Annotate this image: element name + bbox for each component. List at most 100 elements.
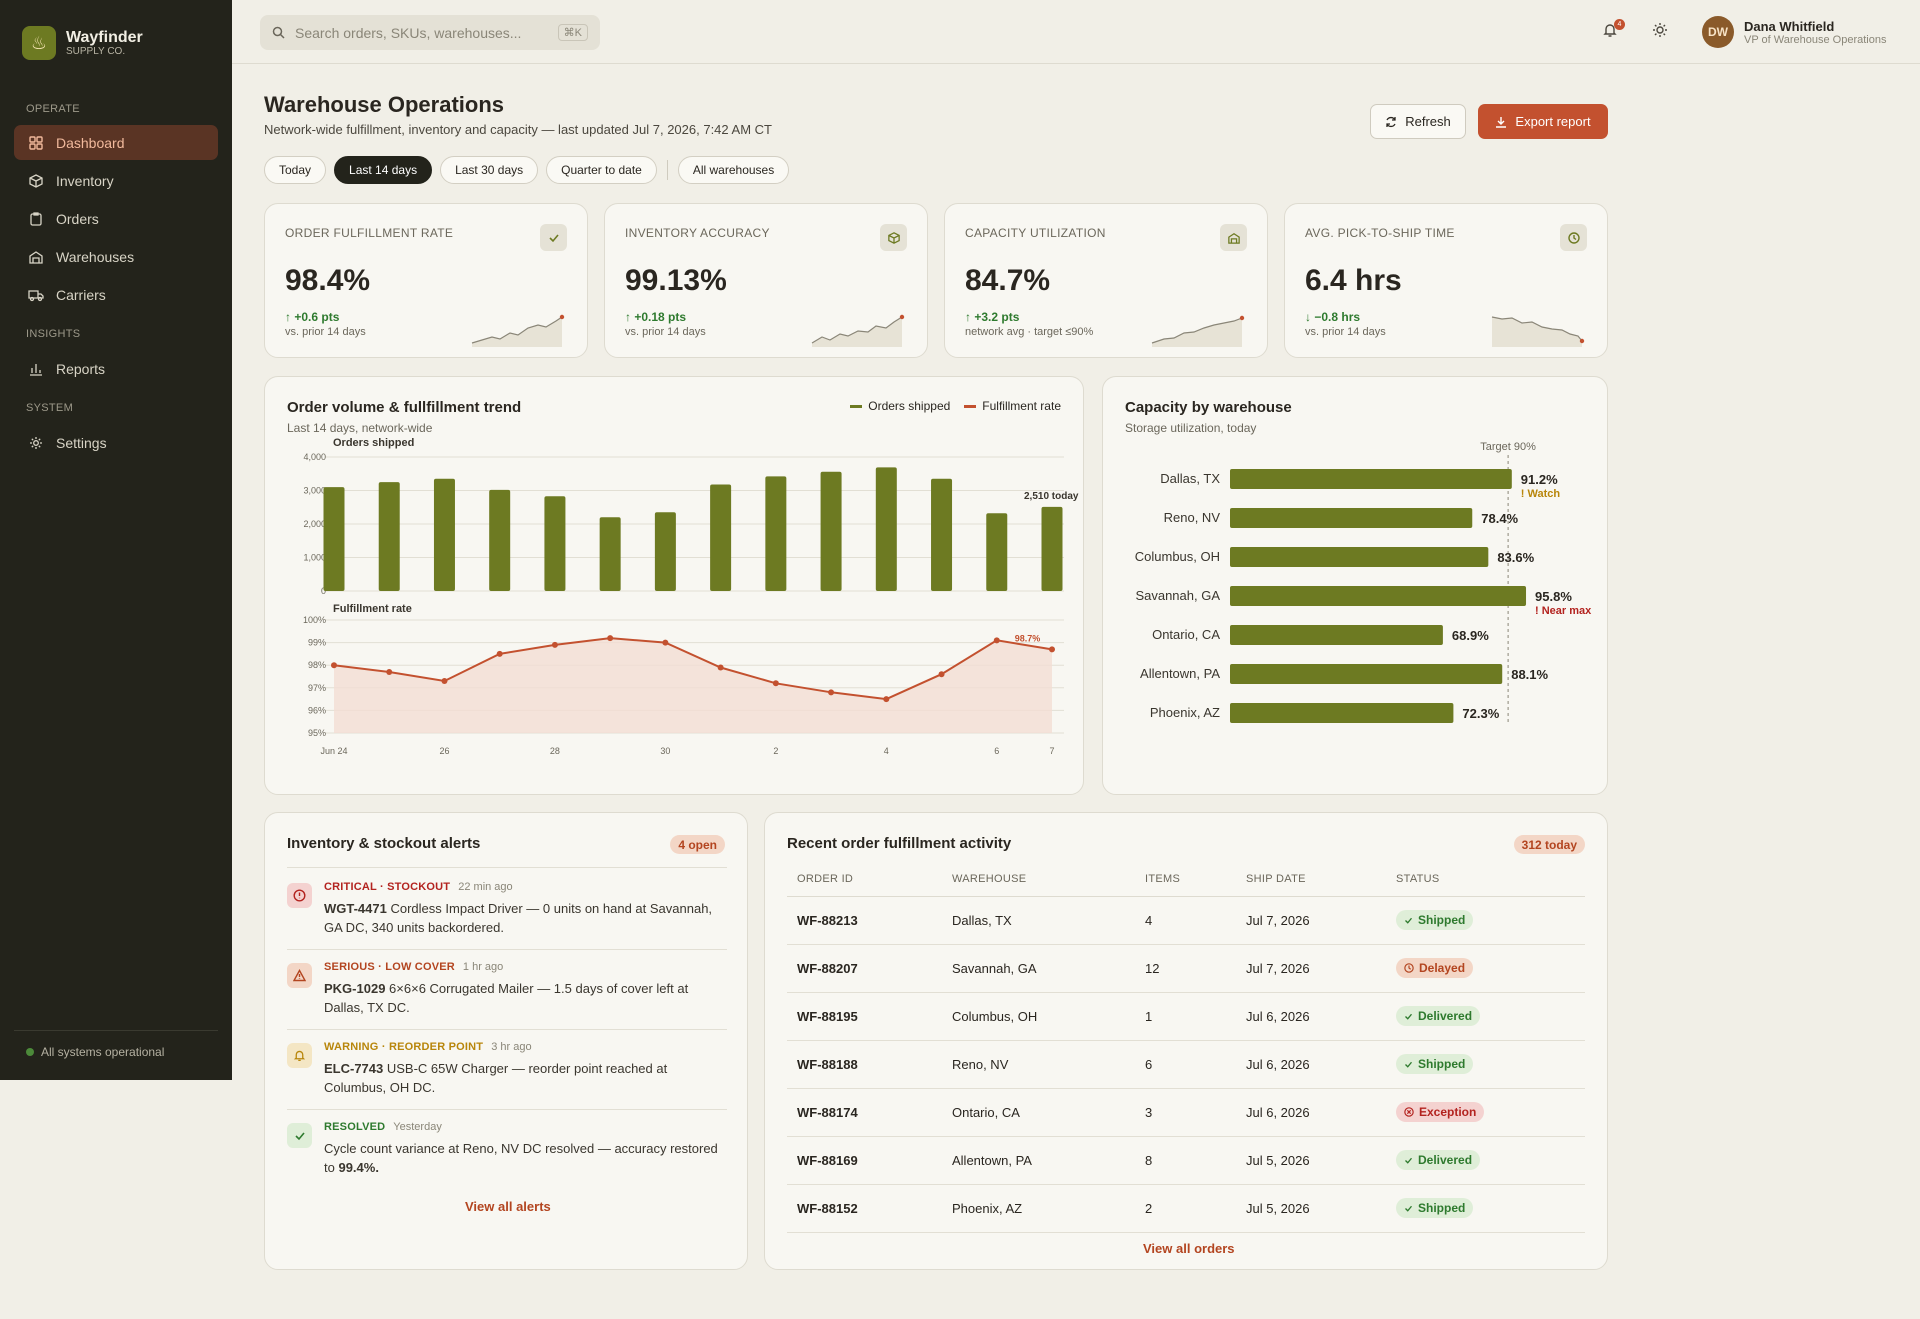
x-tick-label: 7 (1049, 746, 1054, 756)
legend-swatch (850, 404, 863, 408)
filter-last-30-days[interactable]: Last 30 days (440, 156, 539, 184)
column-header-warehouse[interactable]: WAREHOUSE (942, 863, 1135, 897)
capacity-bar (1230, 547, 1489, 567)
sidebar-item-settings[interactable]: Settings (14, 425, 218, 460)
column-header-items[interactable]: ITEMS (1135, 863, 1236, 897)
theme-toggle-button[interactable] (1652, 22, 1672, 42)
y-tick-label: 99% (308, 638, 326, 648)
order-id[interactable]: WF-88152 (787, 1184, 942, 1233)
line-point (331, 662, 337, 669)
view-all-orders-link[interactable]: View all orders (1143, 1241, 1235, 1256)
capacity-bar (1230, 664, 1503, 684)
table-row[interactable]: WF-88188 Reno, NV 6 Jul 6, 2026 Shipped (787, 1040, 1585, 1089)
table-row[interactable]: WF-88207 Savannah, GA 12 Jul 7, 2026 Delayed (787, 944, 1585, 993)
user-menu[interactable]: DW Dana Whitfield VP of Warehouse Operat… (1702, 16, 1886, 48)
chart-legend: Orders shipped Fulfillment rate (850, 399, 1061, 413)
table-row[interactable]: WF-88195 Columbus, OH 1 Jul 6, 2026 Delivere… (787, 992, 1585, 1041)
alert-body: PKG-1029 6×6×6 Corrugated Mailer — 1.5 d… (324, 979, 724, 1017)
capacity-chart-svg: Target 90% Dallas, TX 91.2%! Watch Reno, NV… (1135, 441, 1592, 725)
order-status-cell: Delayed (1386, 944, 1585, 993)
sun-icon (1653, 23, 1667, 37)
sidebar-item-carriers[interactable]: Carriers (14, 277, 218, 312)
x-tick-label: 30 (660, 746, 670, 756)
notification-count-badge: 4 (1614, 19, 1625, 30)
filter-warehouse[interactable]: All warehouses (677, 156, 790, 184)
status-text: Delayed (1419, 961, 1466, 975)
order-id[interactable]: WF-88188 (787, 1040, 942, 1089)
table-row[interactable]: WF-88213 Dallas, TX 4 Jul 7, 2026 Shipped (787, 896, 1585, 945)
order-items: 1 (1135, 992, 1236, 1041)
sidebar-item-reports[interactable]: Reports (14, 351, 218, 386)
system-status-text: All systems operational (41, 1045, 165, 1059)
order-warehouse: Ontario, CA (942, 1088, 1135, 1137)
export-report-button[interactable]: Export report (1478, 104, 1608, 139)
column-header-status[interactable]: STATUS (1386, 863, 1585, 897)
bar (378, 482, 400, 591)
capacity-value-label: 78.4% (1481, 511, 1518, 526)
status-dot-icon (26, 1048, 34, 1056)
bar (654, 512, 676, 591)
kpi-card-fulfillment[interactable]: ORDER FULFILLMENT RATE 98.4% ↑ +0.6 pts … (264, 203, 588, 358)
filter-last-14-days[interactable]: Last 14 days (334, 156, 433, 184)
y-tick-label: 96% (308, 705, 326, 715)
status-text: Delivered (1418, 1009, 1473, 1023)
logo-icon: ♨ (22, 26, 56, 60)
alert-level: SERIOUS · LOW COVER 1 hr ago (324, 961, 503, 973)
sidebar-item-label: Settings (56, 434, 107, 451)
warehouse-icon (28, 249, 44, 265)
line-point (772, 680, 779, 687)
alerts-count-badge: 4 open (670, 835, 725, 854)
capacity-bar (1230, 703, 1454, 723)
sidebar-item-orders[interactable]: Orders (14, 201, 218, 236)
order-id[interactable]: WF-88169 (787, 1136, 942, 1185)
filter-today[interactable]: Today (264, 156, 327, 184)
order-id[interactable]: WF-88207 (787, 944, 942, 993)
bar (820, 471, 842, 591)
column-header-ship-date[interactable]: SHIP DATE (1236, 863, 1386, 897)
brand[interactable]: ♨ Wayfinder SUPPLY CO. (22, 26, 143, 60)
alert-body: Cycle count variance at Reno, NV DC reso… (324, 1139, 724, 1177)
line-annotation: 98.7% (1015, 633, 1041, 643)
trend-chart-subtitle: Last 14 days, network-wide (287, 421, 433, 435)
alert-body: ELC-7743 USB-C 65W Charger — reorder poi… (324, 1059, 724, 1097)
kpi-delta: ↓ −0.8 hrs (1305, 310, 1361, 324)
column-header-order-id[interactable]: ORDER ID (787, 863, 942, 897)
filter-bar: Today Last 14 days Last 30 days Quarter … (264, 156, 790, 184)
divider (287, 1029, 727, 1030)
target-label: Target 90% (1480, 441, 1536, 453)
sidebar-item-dashboard[interactable]: Dashboard (14, 125, 218, 160)
kpi-card-pick-to-ship[interactable]: AVG. PICK-TO-SHIP TIME 6.4 hrs ↓ −0.8 hr… (1284, 203, 1608, 358)
notifications-button[interactable]: 4 (1602, 19, 1625, 42)
kpi-value: 84.7% (965, 264, 1051, 297)
download-icon (1496, 116, 1507, 128)
warehouse-icon (1220, 224, 1247, 251)
search-input[interactable]: Search orders, SKUs, warehouses... ⌘K (260, 15, 600, 50)
filter-quarter-to-date[interactable]: Quarter to date (546, 156, 657, 184)
bar (544, 496, 566, 591)
order-status-cell: Shipped (1386, 1184, 1585, 1233)
order-ship-date: Jul 5, 2026 (1236, 1184, 1386, 1233)
order-warehouse: Allentown, PA (942, 1136, 1135, 1185)
kpi-card-capacity[interactable]: CAPACITY UTILIZATION 84.7% ↑ +3.2 pts ne… (944, 203, 1268, 358)
alert-sku: WGT-4471 (324, 901, 387, 916)
sidebar-item-inventory[interactable]: Inventory (14, 163, 218, 198)
order-id[interactable]: WF-88213 (787, 896, 942, 945)
alert-level-text: WARNING · REORDER POINT (324, 1041, 484, 1053)
table-row[interactable]: WF-88174 Ontario, CA 3 Jul 6, 2026 Exception (787, 1088, 1585, 1137)
refresh-icon (1386, 116, 1396, 127)
alert-sku: ELC-7743 (324, 1061, 384, 1076)
trend-chart-svg: Orders shipped 4,000 3,000 2,000 1,000 0 2,510… (303, 437, 1079, 756)
refresh-button[interactable]: Refresh (1370, 104, 1466, 139)
cube-icon (28, 173, 44, 189)
kpi-card-inventory-accuracy[interactable]: INVENTORY ACCURACY 99.13% ↑ +0.18 pts vs… (604, 203, 928, 358)
status-badge: Delivered (1396, 1150, 1481, 1170)
order-id[interactable]: WF-88174 (787, 1088, 942, 1137)
table-row[interactable]: WF-88169 Allentown, PA 8 Jul 5, 2026 Deliver… (787, 1136, 1585, 1185)
sidebar-item-warehouses[interactable]: Warehouses (14, 239, 218, 274)
line-point (1049, 646, 1055, 653)
system-status: All systems operational (14, 1030, 218, 1059)
view-all-alerts-link[interactable]: View all alerts (465, 1199, 551, 1214)
table-row[interactable]: WF-88152 Phoenix, AZ 2 Jul 5, 2026 Shipped (787, 1184, 1585, 1233)
sidebar-item-label: Warehouses (56, 248, 135, 265)
order-id[interactable]: WF-88195 (787, 992, 942, 1041)
